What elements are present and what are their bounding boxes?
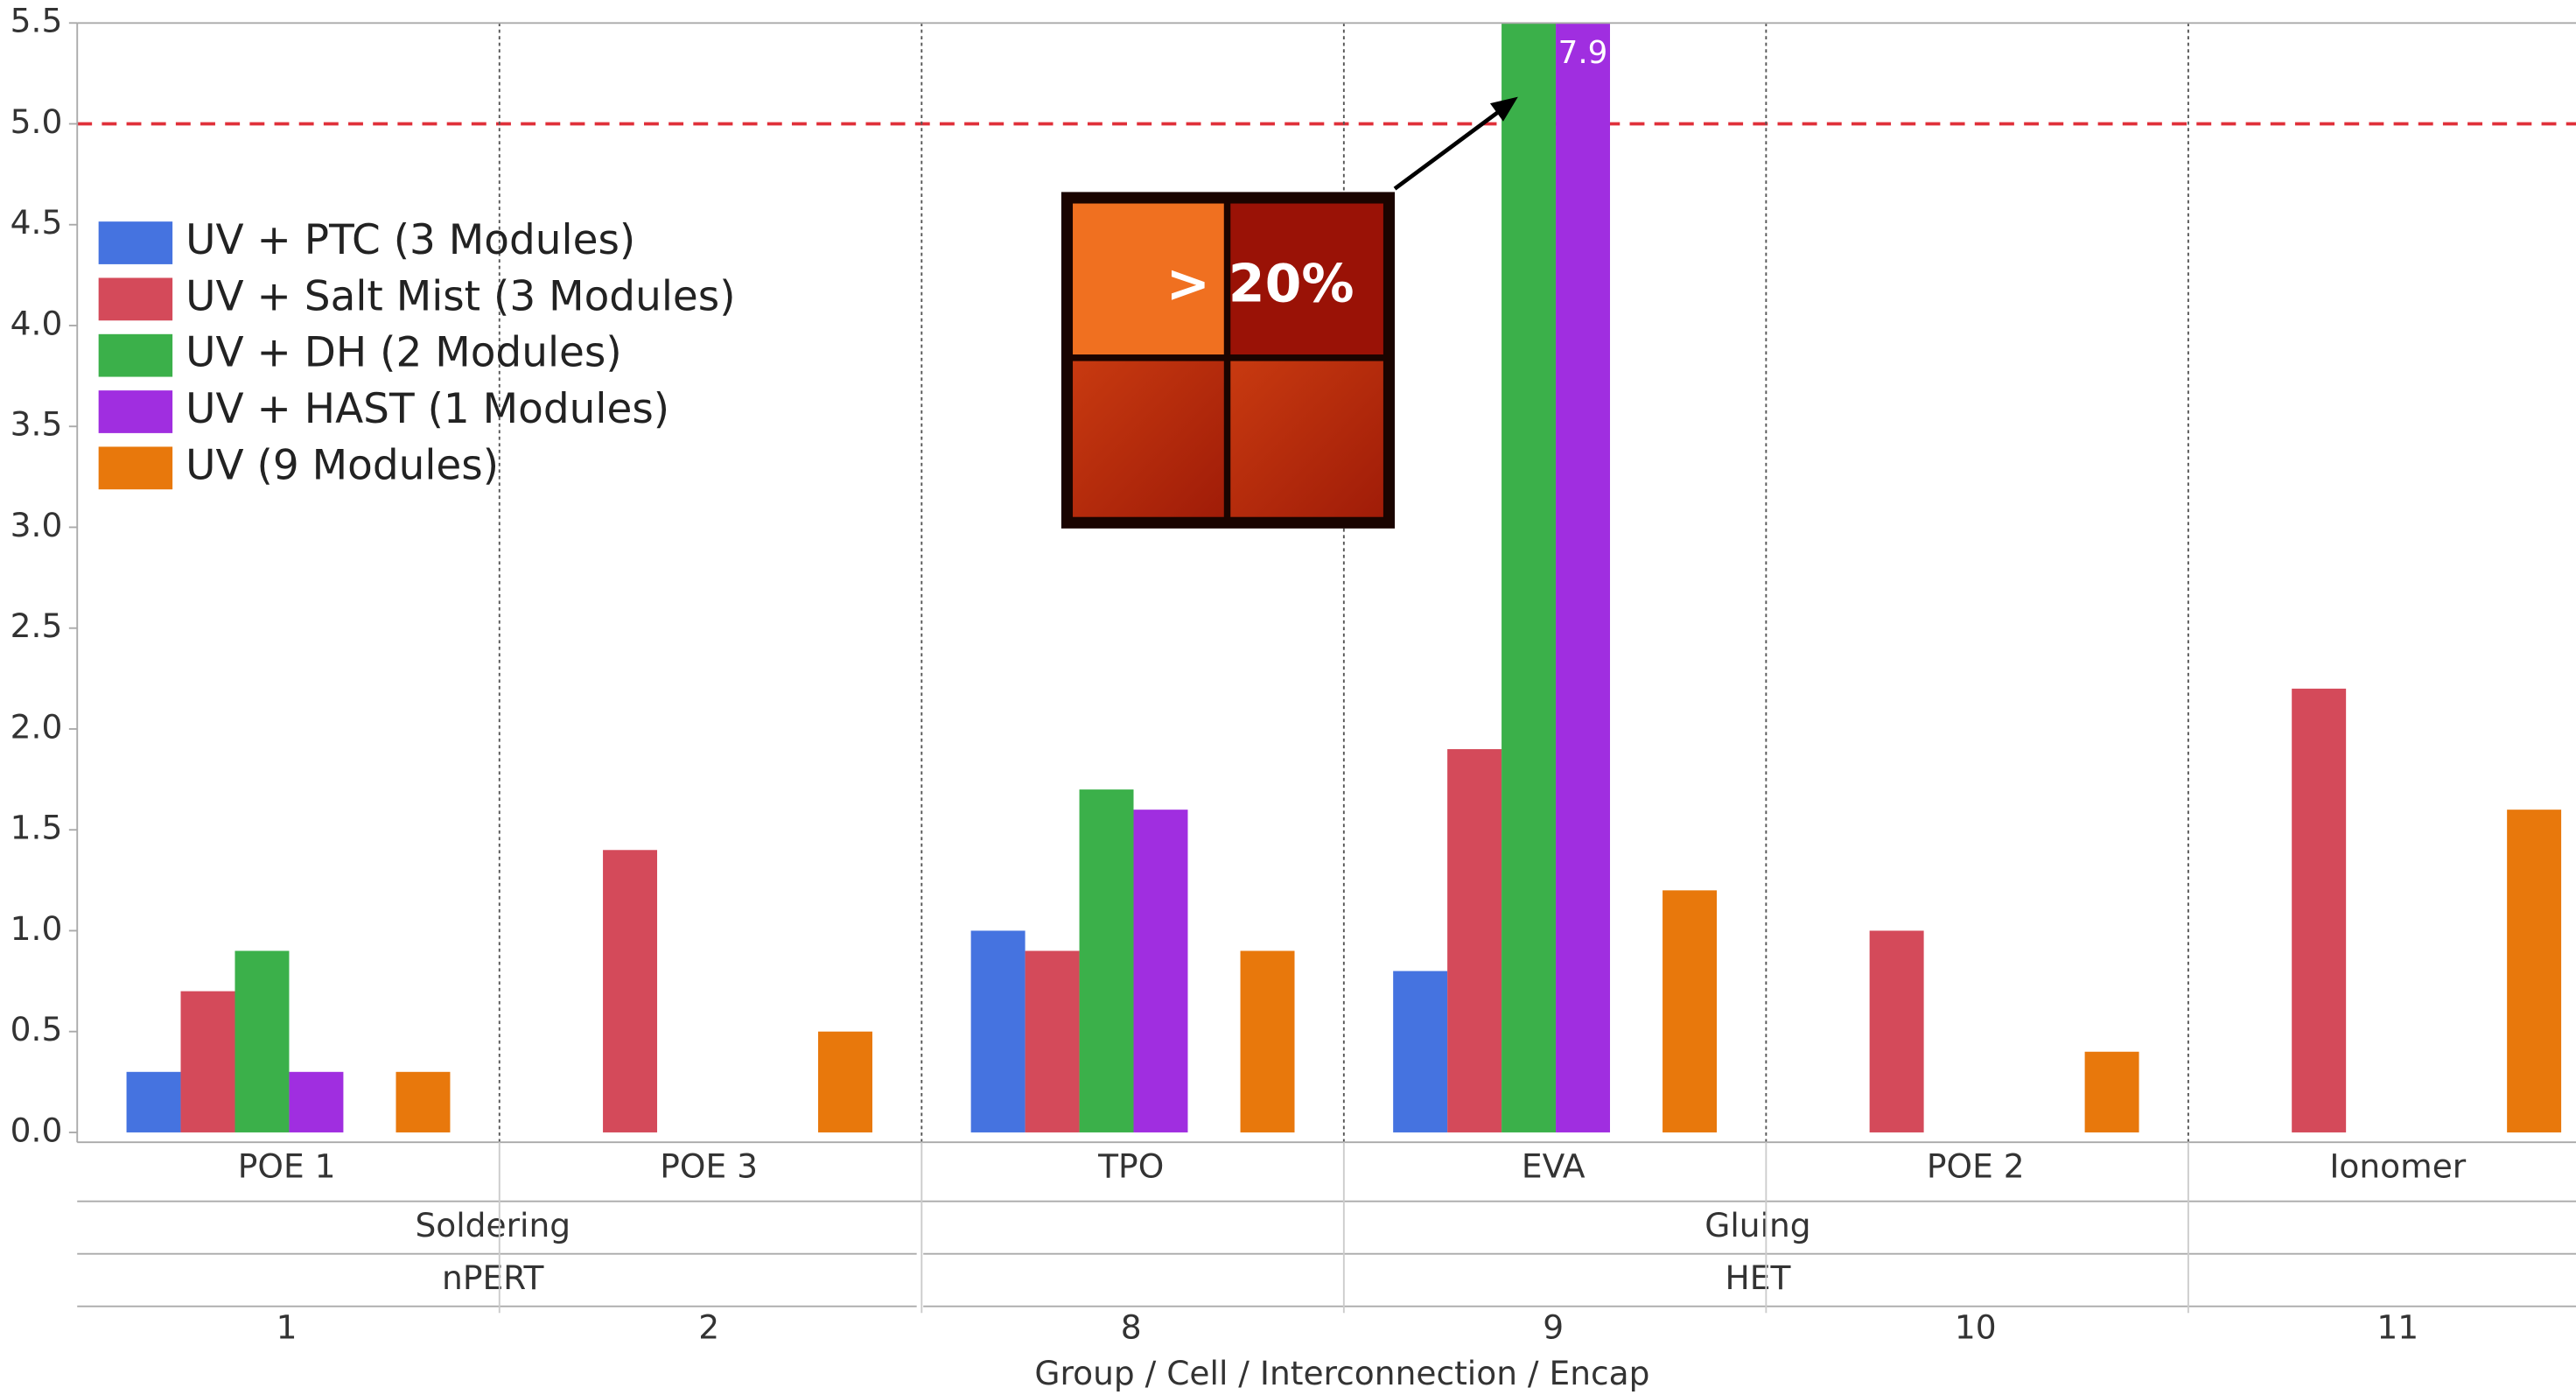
- y-tick-label: 2.5: [10, 606, 63, 645]
- bar: [1134, 810, 1188, 1132]
- annotation: > 20%: [1166, 254, 1354, 315]
- legend-swatch: [99, 334, 172, 377]
- group-label: 1: [276, 1308, 298, 1347]
- y-tick-label: 3.0: [10, 506, 63, 544]
- legend-swatch: [99, 390, 172, 433]
- bar: [234, 951, 289, 1132]
- bar: [396, 1072, 450, 1132]
- legend-label: UV + HAST (1 Modules): [186, 385, 669, 433]
- chart: Soldering Gluing nPERT HET Group / Cell …: [0, 0, 2576, 1395]
- bar: [818, 1032, 872, 1132]
- y-tick-label: 1.0: [10, 909, 63, 948]
- y-tick-label: 4.0: [10, 305, 63, 343]
- interconnection-label: Soldering: [415, 1206, 570, 1244]
- legend-label: UV + Salt Mist (3 Modules): [186, 272, 735, 320]
- legend-swatch: [99, 221, 172, 264]
- legend-label: UV (9 Modules): [186, 441, 499, 489]
- x-tick-label: TPO: [1097, 1147, 1164, 1186]
- bar: [1502, 0, 1556, 1132]
- bar: [603, 850, 657, 1132]
- bar: [289, 1072, 343, 1132]
- interconnection-label: Gluing: [1704, 1206, 1810, 1244]
- annotation-arrow: [1395, 109, 1503, 189]
- x-tick-label: Ionomer: [2329, 1147, 2466, 1186]
- grid-layer: [69, 23, 2576, 1142]
- legend-swatch: [99, 446, 172, 489]
- group-label: 10: [1955, 1308, 1997, 1347]
- y-tick-label: 0.0: [10, 1111, 63, 1149]
- bar: [971, 930, 1026, 1132]
- y-tick-label: 1.5: [10, 809, 63, 847]
- bar: [1556, 0, 1610, 1132]
- x-tick-label: POE 3: [660, 1147, 758, 1186]
- legend-swatch: [99, 277, 172, 320]
- y-tick-label: 2.0: [10, 707, 63, 746]
- bar: [181, 992, 235, 1132]
- y-tick-label: 4.5: [10, 203, 63, 242]
- x-tick-label: EVA: [1522, 1147, 1586, 1186]
- cell-label: HET: [1726, 1258, 1792, 1297]
- bar: [127, 1072, 181, 1132]
- bar: [1026, 951, 1080, 1132]
- bar: [1870, 930, 1924, 1132]
- bar: [1447, 749, 1502, 1132]
- bar: [2292, 689, 2346, 1132]
- cell-label: nPERT: [442, 1258, 545, 1297]
- bar: [1241, 951, 1295, 1132]
- bar: [2507, 810, 2561, 1132]
- group-label: 11: [2376, 1308, 2418, 1347]
- bar: [1662, 890, 1717, 1132]
- legend-label: UV + PTC (3 Modules): [186, 216, 635, 264]
- x-axis-title: Group / Cell / Interconnection / Encap: [1034, 1354, 1649, 1392]
- group-label: 2: [698, 1308, 719, 1347]
- bar: [1393, 971, 1447, 1132]
- legend-label: UV + DH (2 Modules): [186, 329, 622, 377]
- x-tick-label: POE 1: [238, 1147, 336, 1186]
- bar: [1080, 789, 1134, 1132]
- x-tick-label: POE 2: [1927, 1147, 2025, 1186]
- group-label: 8: [1121, 1308, 1142, 1347]
- group-label: 9: [1543, 1308, 1564, 1347]
- bar: [2085, 1052, 2139, 1132]
- y-tick-label: 0.5: [10, 1010, 63, 1048]
- page: Soldering Gluing nPERT HET Group / Cell …: [0, 0, 2576, 1395]
- value-label: 7.9: [1558, 35, 1608, 71]
- y-tick-label: 3.5: [10, 405, 63, 444]
- legend: UV + PTC (3 Modules) UV + Salt Mist (3 Mo…: [99, 216, 736, 489]
- y-tick-label: 5.0: [10, 102, 63, 141]
- inset-image: > 20%: [1061, 192, 1395, 528]
- y-tick-label: 5.5: [10, 2, 63, 40]
